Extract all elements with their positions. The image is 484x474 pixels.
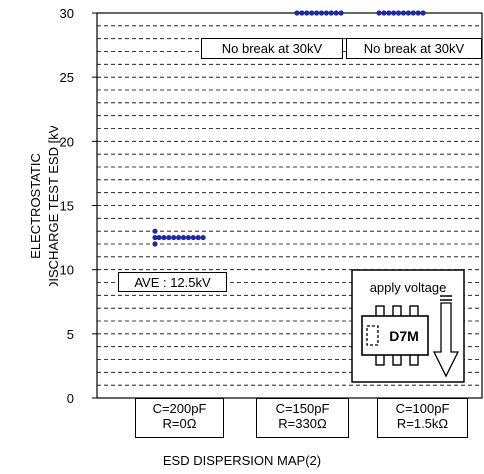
category-1-line2: R=0Ω <box>162 416 197 431</box>
category-label-1: C=200pF R=0Ω <box>135 398 224 438</box>
apply-voltage-inset: apply voltage D7M <box>351 269 465 383</box>
inset-title: apply voltage <box>370 280 447 295</box>
data-point <box>152 228 158 234</box>
data-point <box>156 234 162 241</box>
data-point <box>328 10 334 16</box>
data-point <box>166 234 172 241</box>
data-point <box>391 10 397 16</box>
data-point <box>314 10 320 16</box>
grid-lines <box>97 25 482 386</box>
category-label-3: C=100pF R=1.5kΩ <box>377 398 468 438</box>
y-axis-title: ELECTROSTATIC DISCHARGE TEST ESD [kV] <box>6 121 76 291</box>
y-tick-label: 10 <box>60 263 74 278</box>
data-point <box>294 10 300 16</box>
data-point <box>152 241 158 247</box>
y-tick-label: 30 <box>60 6 74 21</box>
data-point <box>185 234 191 241</box>
data-point <box>386 10 392 16</box>
category-2-line1: C=150pF <box>275 401 330 416</box>
annotation-no-break-2: No break at 30kV <box>346 38 482 59</box>
data-point <box>400 10 407 16</box>
data-point <box>171 234 177 241</box>
data-point <box>304 10 310 16</box>
category-3-line1: C=100pF <box>395 401 450 416</box>
data-point <box>410 10 416 16</box>
y-tick-label: 0 <box>67 391 74 406</box>
y-tick-label: 25 <box>60 70 74 85</box>
data-points <box>152 10 426 247</box>
data-point <box>176 234 182 241</box>
data-point <box>318 10 325 16</box>
package-body <box>361 315 429 356</box>
data-point <box>195 234 201 241</box>
data-point <box>323 10 329 16</box>
x-axis-title: ESD DISPERSION MAP(2) <box>162 453 322 468</box>
data-point <box>396 10 402 16</box>
data-point <box>415 10 421 16</box>
data-point <box>299 10 305 16</box>
data-point <box>180 234 187 241</box>
y-axis-ticks: 0 5 10 15 20 25 30 <box>60 6 97 406</box>
annotation-ave: AVE : 12.5kV <box>118 272 227 292</box>
data-point <box>376 10 382 16</box>
y-axis-title-line2: DISCHARGE TEST ESD [kV] <box>46 126 61 286</box>
package-label: D7M <box>389 328 419 344</box>
annotation-no-break-1: No break at 30kV <box>201 38 343 59</box>
data-point <box>381 10 387 16</box>
category-1-line1: C=200pF <box>152 401 207 416</box>
down-arrow-icon <box>432 295 460 378</box>
y-tick-label: 15 <box>60 199 74 214</box>
data-point <box>333 10 339 16</box>
data-point <box>152 234 158 241</box>
y-tick-label: 5 <box>67 327 74 342</box>
y-tick-label: 20 <box>60 134 74 149</box>
data-point <box>190 234 196 241</box>
category-3-line2: R=1.5kΩ <box>396 416 449 431</box>
category-2-line2: R=330Ω <box>278 416 327 431</box>
y-axis-title-line1: ELECTROSTATIC <box>28 153 43 259</box>
data-point <box>200 234 206 241</box>
data-point <box>338 10 344 16</box>
data-point <box>405 10 411 16</box>
data-point <box>420 10 426 16</box>
data-point <box>161 234 167 241</box>
data-point <box>309 10 315 16</box>
category-label-2: C=150pF R=330Ω <box>256 398 349 438</box>
